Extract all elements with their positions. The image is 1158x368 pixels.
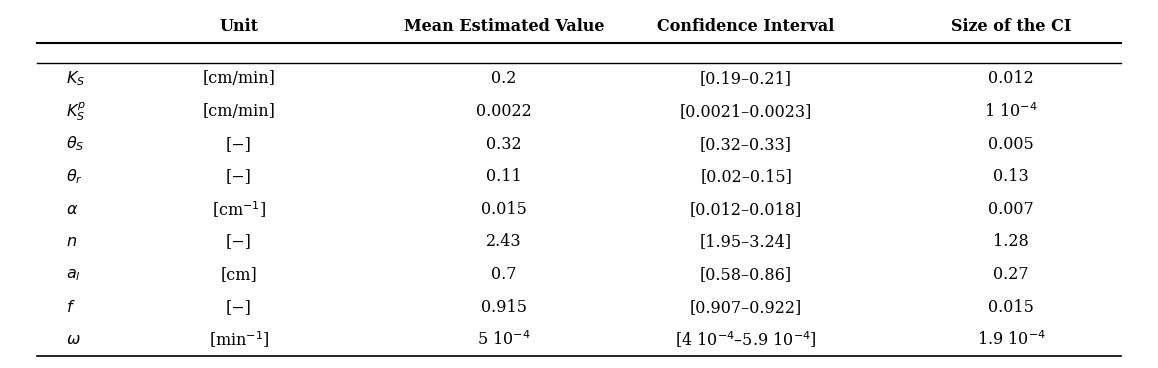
Text: Size of the CI: Size of the CI (951, 18, 1071, 35)
Text: [0.012–0.018]: [0.012–0.018] (690, 201, 802, 218)
Text: Confidence Interval: Confidence Interval (658, 18, 835, 35)
Text: $\theta_S$: $\theta_S$ (66, 135, 85, 153)
Text: 0.015: 0.015 (988, 299, 1034, 316)
Text: 5 10$^{-4}$: 5 10$^{-4}$ (477, 330, 530, 349)
Text: [0.32–0.33]: [0.32–0.33] (701, 136, 792, 153)
Text: 0.005: 0.005 (988, 136, 1034, 153)
Text: 1 10$^{-4}$: 1 10$^{-4}$ (984, 102, 1038, 121)
Text: 0.13: 0.13 (994, 168, 1029, 185)
Text: [0.02–0.15]: [0.02–0.15] (701, 168, 792, 185)
Text: $\theta_r$: $\theta_r$ (66, 167, 83, 186)
Text: [1.95–3.24]: [1.95–3.24] (701, 233, 792, 251)
Text: 1.28: 1.28 (994, 233, 1029, 251)
Text: $K_S^p$: $K_S^p$ (66, 100, 87, 123)
Text: [min$^{-1}$]: [min$^{-1}$] (208, 330, 270, 350)
Text: 0.7: 0.7 (491, 266, 516, 283)
Text: [4 10$^{-4}$–5.9 10$^{-4}$]: [4 10$^{-4}$–5.9 10$^{-4}$] (675, 330, 818, 350)
Text: 2.43: 2.43 (486, 233, 522, 251)
Text: $f$: $f$ (66, 299, 75, 316)
Text: [0.907–0.922]: [0.907–0.922] (690, 299, 802, 316)
Text: $n$: $n$ (66, 233, 78, 251)
Text: [0.0021–0.0023]: [0.0021–0.0023] (680, 103, 812, 120)
Text: Unit: Unit (220, 18, 258, 35)
Text: 0.2: 0.2 (491, 70, 516, 87)
Text: 0.007: 0.007 (988, 201, 1034, 218)
Text: [−]: [−] (226, 299, 252, 316)
Text: 1.9 10$^{-4}$: 1.9 10$^{-4}$ (976, 330, 1046, 349)
Text: $a_l$: $a_l$ (66, 266, 81, 283)
Text: $K_S$: $K_S$ (66, 70, 86, 88)
Text: 0.015: 0.015 (482, 201, 527, 218)
Text: $\alpha$: $\alpha$ (66, 201, 79, 218)
Text: [cm/min]: [cm/min] (203, 103, 276, 120)
Text: 0.012: 0.012 (988, 70, 1034, 87)
Text: [cm/min]: [cm/min] (203, 70, 276, 87)
Text: 0.0022: 0.0022 (476, 103, 532, 120)
Text: [cm$^{-1}$]: [cm$^{-1}$] (212, 199, 266, 220)
Text: 0.11: 0.11 (486, 168, 522, 185)
Text: [−]: [−] (226, 136, 252, 153)
Text: Mean Estimated Value: Mean Estimated Value (404, 18, 604, 35)
Text: [−]: [−] (226, 233, 252, 251)
Text: [0.19–0.21]: [0.19–0.21] (701, 70, 792, 87)
Text: [0.58–0.86]: [0.58–0.86] (701, 266, 792, 283)
Text: [cm]: [cm] (221, 266, 257, 283)
Text: [−]: [−] (226, 168, 252, 185)
Text: $\omega$: $\omega$ (66, 331, 81, 348)
Text: 0.27: 0.27 (994, 266, 1029, 283)
Text: 0.32: 0.32 (486, 136, 522, 153)
Text: 0.915: 0.915 (481, 299, 527, 316)
